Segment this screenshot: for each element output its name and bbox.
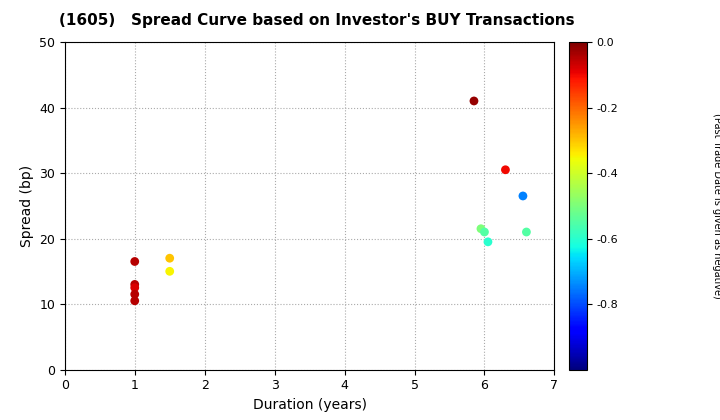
Point xyxy=(521,228,532,235)
Y-axis label: Time in years between 5/2/2025 and Trade Date
(Past Trade Date is given as negat: Time in years between 5/2/2025 and Trade… xyxy=(711,88,720,324)
Point xyxy=(129,284,140,291)
Point xyxy=(475,226,487,232)
X-axis label: Duration (years): Duration (years) xyxy=(253,398,366,412)
Point xyxy=(129,297,140,304)
Point xyxy=(468,97,480,104)
Point xyxy=(129,291,140,298)
Point xyxy=(129,281,140,288)
Point xyxy=(517,193,528,199)
Point xyxy=(164,255,176,262)
Y-axis label: Spread (bp): Spread (bp) xyxy=(19,165,34,247)
Point xyxy=(500,166,511,173)
Point xyxy=(129,258,140,265)
Point xyxy=(164,268,176,275)
Point xyxy=(482,239,494,245)
Point xyxy=(479,228,490,235)
Text: (1605)   Spread Curve based on Investor's BUY Transactions: (1605) Spread Curve based on Investor's … xyxy=(59,13,575,28)
